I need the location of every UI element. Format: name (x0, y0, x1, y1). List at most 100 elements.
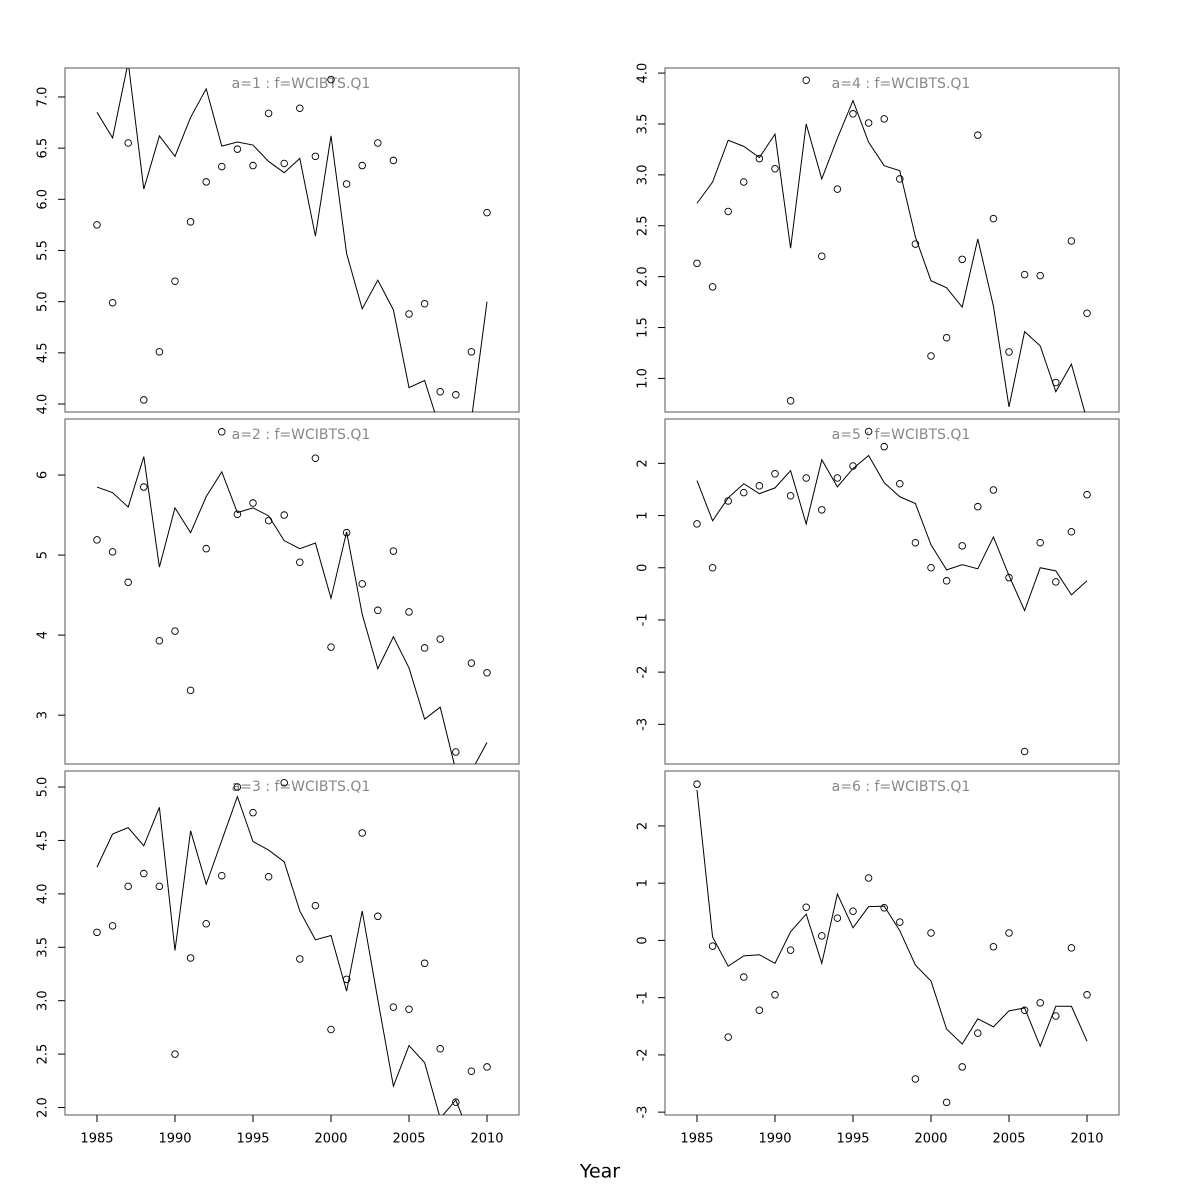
data-point (218, 871, 226, 880)
data-point (1036, 999, 1044, 1007)
data-point (342, 528, 351, 537)
y-tick-label: 6.5 (36, 138, 51, 159)
data-point (693, 259, 701, 268)
y-tick-label: 0 (636, 564, 651, 572)
y-tick-label: 2.0 (36, 1097, 51, 1118)
panel-title: a=3 : f=WCIBTS.Q1 (232, 779, 371, 795)
data-point (374, 606, 382, 615)
y-tick-label: 5 (36, 551, 51, 559)
x-tick-label: 1985 (80, 1132, 113, 1147)
plot-frame (664, 770, 1120, 1116)
data-point (311, 152, 320, 161)
y-tick-label: 5.0 (36, 291, 51, 312)
y-tick-label: 0 (636, 936, 651, 944)
data-point (108, 548, 117, 556)
data-point (755, 154, 764, 163)
data-point (989, 214, 998, 223)
data-point (342, 975, 351, 984)
fitted-line (96, 795, 463, 1115)
data-point (140, 483, 148, 491)
data-point (911, 538, 920, 547)
y-tick-label: 2.5 (636, 215, 651, 236)
data-point (124, 882, 132, 891)
y-tick-label: -2 (636, 666, 651, 679)
y-tick-label: 3.5 (636, 114, 651, 135)
data-point (864, 119, 873, 127)
data-point (140, 396, 148, 404)
data-point (155, 882, 164, 891)
data-point (155, 348, 164, 356)
data-point (358, 580, 366, 588)
data-point (124, 139, 132, 147)
x-tick-label: 1985 (680, 1132, 713, 1147)
data-point (740, 488, 748, 497)
data-point (755, 482, 764, 490)
data-point (911, 240, 920, 248)
y-tick-label: 2.5 (36, 1044, 51, 1065)
data-point (896, 479, 904, 488)
data-point (186, 954, 195, 962)
x-axis-label: Year (579, 1161, 620, 1183)
data-point (280, 779, 288, 787)
data-point (93, 928, 101, 937)
plot-frame (664, 67, 1120, 413)
data-point (249, 808, 257, 817)
data-point (358, 829, 366, 837)
data-point (958, 255, 966, 264)
plot-frame (664, 418, 1120, 765)
data-point (171, 627, 179, 635)
fitted-line (96, 456, 488, 764)
data-point (436, 635, 444, 643)
data-point (171, 1050, 179, 1058)
data-point (218, 162, 226, 171)
data-point (202, 178, 210, 186)
data-point (311, 454, 320, 462)
data-point (1052, 578, 1060, 586)
y-tick-label: 5.0 (36, 777, 51, 798)
data-point (93, 536, 101, 544)
y-tick-label: 1.0 (636, 368, 651, 389)
x-tick-label: 1995 (836, 1132, 869, 1147)
data-point (989, 486, 998, 494)
data-point (186, 218, 195, 226)
x-tick-label: 1995 (236, 1132, 269, 1147)
data-point (1083, 490, 1091, 499)
data-point (389, 156, 398, 165)
y-tick-label: -1 (636, 991, 651, 1004)
data-point (405, 608, 413, 616)
x-tick-label: 2005 (992, 1132, 1025, 1147)
y-tick-label: 4.0 (636, 63, 651, 84)
data-point (896, 918, 904, 926)
y-tick-label: 2 (636, 459, 651, 467)
data-point (989, 942, 998, 951)
plot-frame (64, 418, 520, 765)
y-tick-label: 3.0 (36, 990, 51, 1011)
data-point (1067, 527, 1076, 536)
data-point (740, 973, 748, 981)
data-point (1005, 573, 1013, 582)
data-point (467, 348, 476, 356)
panel-title: a=1 : f=WCIBTS.Q1 (232, 76, 371, 92)
data-point (864, 874, 873, 882)
data-point (452, 1098, 460, 1106)
data-point (483, 1063, 491, 1071)
data-point (724, 497, 732, 505)
x-tick-label: 2010 (1070, 1132, 1103, 1147)
data-point (755, 1006, 764, 1015)
fitted-line (696, 789, 1088, 1048)
data-point (927, 352, 935, 360)
y-tick-label: 6.0 (36, 189, 51, 210)
data-point (693, 780, 701, 788)
data-point (452, 391, 460, 399)
data-point (467, 659, 476, 667)
data-point (849, 110, 857, 118)
data-point (1052, 1012, 1060, 1020)
data-point (405, 1005, 413, 1013)
data-point (93, 221, 101, 229)
data-point (1067, 944, 1076, 952)
data-point (436, 1045, 444, 1053)
fitted-line (696, 99, 1086, 412)
y-tick-label: 4 (36, 631, 51, 639)
data-point (942, 333, 951, 342)
fitted-line (96, 68, 488, 412)
